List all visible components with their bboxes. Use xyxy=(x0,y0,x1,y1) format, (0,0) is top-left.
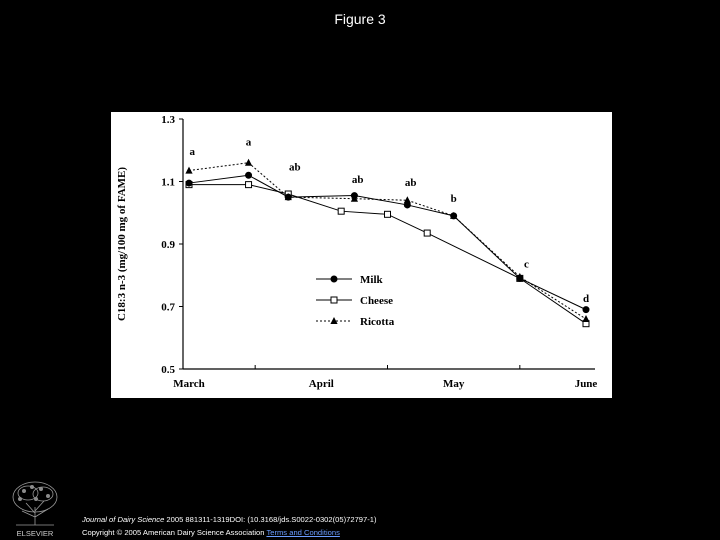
citation-footer: Journal of Dairy Science 2005 881311-131… xyxy=(82,513,712,539)
elsevier-logo: ELSEVIER xyxy=(6,477,64,539)
x-tick-label-may: May xyxy=(443,378,465,390)
x-tick-label-june: June xyxy=(575,378,598,390)
legend-label-milk: Milk xyxy=(360,274,383,286)
data-point-cheese xyxy=(245,181,253,189)
data-point-ricotta xyxy=(403,196,411,204)
citation-text: 2005 881311-1319DOI: (10.3168/jds.S0022-… xyxy=(164,515,377,524)
data-point-milk xyxy=(185,179,193,187)
data-point-ricotta xyxy=(350,194,359,202)
legend-label-cheese: Cheese xyxy=(360,295,393,307)
data-point-ricotta xyxy=(450,211,458,219)
figure-panel: 0.5 0.7 0.9 1.1 1.3 March April May June C18:3 n-… xyxy=(111,112,612,398)
significance-letter: a xyxy=(246,137,252,149)
data-point-ricotta xyxy=(582,315,590,322)
data-point-cheese xyxy=(423,229,431,237)
data-point-cheese xyxy=(384,210,391,218)
data-point-ricotta xyxy=(284,193,292,201)
legend-label-ricotta: Ricotta xyxy=(360,316,395,328)
y-tick-label: 0.9 xyxy=(161,239,175,251)
copyright-text: Copyright © 2005 American Dairy Science … xyxy=(82,528,265,537)
legend-marker-cheese xyxy=(330,296,338,304)
slide-title: Figure 3 xyxy=(334,11,386,27)
significance-letter: d xyxy=(583,293,589,305)
series-line-ricotta xyxy=(188,162,587,320)
data-point-ricotta xyxy=(244,158,253,166)
copyright-line: Copyright © 2005 American Dairy Science … xyxy=(82,526,712,539)
line-chart: 0.5 0.7 0.9 1.1 1.3 March April May June C18:3 n-… xyxy=(116,114,598,390)
legend-marker-ricotta xyxy=(330,317,338,324)
series-line-cheese xyxy=(189,184,587,325)
data-point-ricotta xyxy=(516,272,524,280)
x-tick-label-april: April xyxy=(309,378,334,390)
y-tick-label: 0.5 xyxy=(161,364,175,376)
data-point-cheese xyxy=(337,207,345,215)
significance-letter: c xyxy=(524,258,529,270)
svg-text:ELSEVIER: ELSEVIER xyxy=(17,529,54,538)
y-axis-label: C18:3 n-3 (mg/100 mg of FAME) xyxy=(116,167,128,321)
significance-letter: ab xyxy=(405,177,417,189)
y-tick-label: 1.1 xyxy=(161,177,175,189)
citation-line: Journal of Dairy Science 2005 881311-131… xyxy=(82,513,712,526)
y-tick-label: 1.3 xyxy=(161,114,175,126)
x-tick-label-march: March xyxy=(173,378,205,390)
data-point-milk xyxy=(582,306,590,314)
terms-link[interactable]: Terms and Conditions xyxy=(266,528,340,537)
significance-letter: a xyxy=(190,146,196,158)
legend-marker-milk xyxy=(330,275,338,283)
data-point-milk xyxy=(245,171,253,179)
significance-letter: b xyxy=(451,193,457,205)
significance-letter: ab xyxy=(289,162,301,174)
journal-name: Journal of Dairy Science xyxy=(82,515,165,524)
significance-letter: ab xyxy=(352,174,364,186)
y-tick-label: 0.7 xyxy=(161,302,175,314)
series-line-milk xyxy=(188,174,587,311)
data-point-ricotta xyxy=(185,166,193,174)
